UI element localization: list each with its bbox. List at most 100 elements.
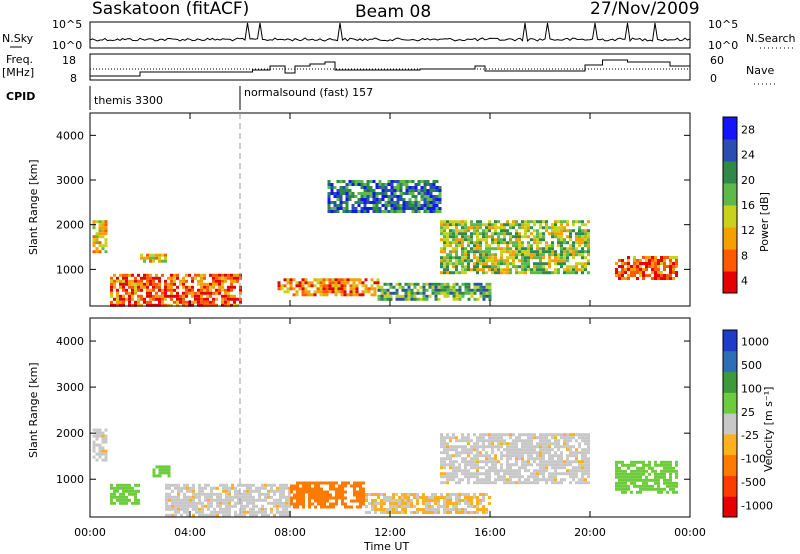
power-cell-309 [209,282,212,286]
velocity-cell-467 [293,505,296,509]
power-cell-1326 [494,232,497,236]
power-cell-200 [167,285,170,289]
velocity-cell-1450 [584,436,587,440]
power-cell-1205 [467,253,470,257]
velocity-cell-616 [362,487,365,491]
velocity-ytick-label-1: 3000 [56,381,84,394]
velocity-cell-1099 [500,475,503,479]
velocity-cell-921 [458,463,461,467]
power-cell-973 [411,180,415,183]
power-cell-1338 [497,226,500,230]
velocity-cell-1611 [663,472,666,476]
velocity-cell-464 [293,493,296,497]
power-cell-1750 [615,274,618,277]
velocity-cell-1171 [518,454,521,458]
power-cell-1570 [548,244,551,248]
velocity-cell-470 [296,487,299,491]
velocity-cell-1042 [488,454,491,458]
velocity-cell-234 [207,507,210,511]
velocity-cell-1106 [503,469,506,473]
velocity-cell-149 [177,495,180,499]
power-cell-986 [414,198,418,201]
velocity-cell-208 [198,498,201,502]
velocity-cell-359 [252,507,255,511]
power-cell-360 [227,276,230,280]
velocity-cell-1004 [479,445,482,449]
power-cell-871 [375,198,379,201]
power-cell-1615 [557,262,560,266]
velocity-cell-867 [443,481,446,485]
velocity-cell-33 [104,440,108,444]
power-cell-129 [140,294,143,298]
power-cell-1770 [627,265,630,268]
power-cell-1822 [654,259,657,262]
velocity-cell-1300 [548,433,551,437]
power-cell-59 [116,291,119,295]
power-cell-1212 [470,223,473,227]
power-cell-1744 [587,259,590,263]
power-cell-1137 [455,223,458,227]
power-cell-1061 [438,198,442,201]
power-cell-1551 [542,253,545,257]
velocity-cell-289 [228,495,231,499]
velocity-cell-654 [383,502,386,505]
velocity-cell-323 [240,510,243,514]
power-cell-943 [399,192,403,195]
power-cell-325 [215,273,218,277]
velocity-cell-1166 [518,433,521,437]
power-cell-1482 [527,250,530,254]
power-cell-493 [331,278,335,282]
power-cell-1029 [429,186,433,189]
velocity-cell-1554 [639,487,642,491]
power-cell-652 [434,294,438,298]
velocity-cell-507 [311,487,314,491]
power-cell-1113 [449,232,452,236]
power-cell-1325 [494,229,497,233]
power-cell-381 [233,294,236,298]
velocity-cell-908 [455,448,458,452]
power-cell-1406 [512,226,515,230]
velocity-cell-1581 [651,478,654,482]
power-cell-1519 [536,244,539,248]
power-cell-1334 [494,265,497,269]
nsearch-tick-top: 10^5 [708,18,738,31]
velocity-cell-246 [213,492,216,496]
velocity-cell-961 [467,478,470,482]
power-colorbar-tick-4: 12 [741,224,755,237]
power-cell-1774 [630,265,633,268]
power-cell-1124 [452,223,455,227]
power-cell-526 [349,287,353,291]
power-cell-713 [476,285,480,289]
power-cell-1150 [455,262,458,266]
power-cell-344 [221,285,224,289]
velocity-cell-1524 [630,463,633,467]
power-cell-917 [390,204,394,207]
velocity-cell-451 [288,498,291,502]
power-cell-875 [375,210,379,213]
velocity-cell-979 [473,460,476,464]
velocity-cell-1365 [563,433,566,437]
velocity-cell-718 [416,511,419,514]
power-cell-372 [230,285,233,289]
velocity-cell-576 [341,487,344,491]
velocity-cell-598 [353,499,356,503]
power-cell-582 [386,297,390,301]
power-cell-1650 [566,235,569,239]
velocity-cell-510 [311,496,314,500]
velocity-cell-1345 [557,448,560,452]
power-cell-1800 [642,271,645,274]
velocity-cell-1594 [657,475,660,479]
power-cell-1864 [672,268,675,271]
power-ytick-label-1: 3000 [56,174,84,187]
power-cell-1562 [545,244,548,248]
velocity-cell-750 [434,511,437,514]
velocity-cell-424 [279,501,282,505]
power-cell-692 [461,282,465,286]
velocity-cell-1082 [497,448,500,452]
power-cell-1363 [500,271,503,275]
velocity-cell-1311 [548,475,551,479]
power-cell-170 [155,291,158,295]
velocity-cell-443 [285,504,288,508]
velocity-cell-1070 [494,460,497,464]
